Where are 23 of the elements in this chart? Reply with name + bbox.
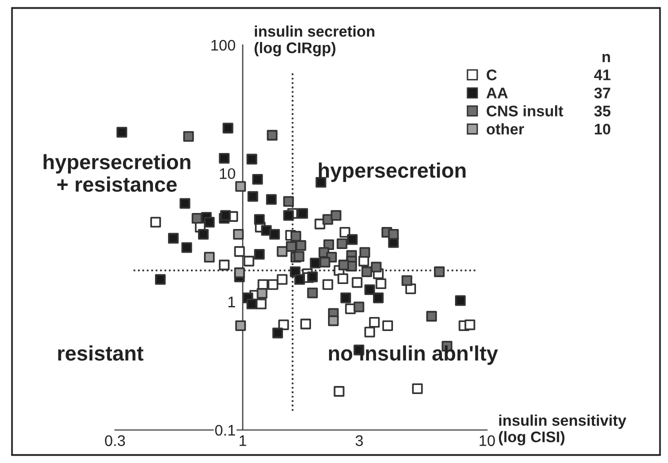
- x-tick-label: 1: [240, 435, 246, 446]
- y-tick-label: 0.1: [215, 424, 236, 436]
- annotation: resistant: [58, 345, 144, 361]
- legend-label: other: [486, 123, 524, 135]
- x-tick-label: 10: [480, 435, 495, 446]
- x-tick-label: 3: [356, 435, 363, 446]
- y-tick-label: 10: [220, 168, 236, 180]
- legend-label: AA: [486, 88, 508, 98]
- legend-title: n: [602, 54, 610, 62]
- y-tick-label: 1: [228, 296, 236, 308]
- text: 35: [594, 106, 610, 116]
- y-axis-title: insulin secretion (log CIRgp): [254, 26, 374, 56]
- annotation: hypersecretion + resistance: [44, 154, 190, 192]
- annotation: hypersecretion: [318, 162, 466, 182]
- legend-label: C: [486, 70, 497, 80]
- text: 10: [594, 124, 610, 135]
- x-axis-title: insulin sensitivity (log CISI): [498, 414, 626, 446]
- text: 41: [594, 70, 610, 80]
- legend-label: CNS insult: [486, 105, 564, 116]
- x-tick-label: 0.3: [104, 435, 125, 446]
- text: 37: [594, 88, 610, 98]
- y-tick-label: 100: [211, 40, 236, 51]
- annotation: no insulin abn'lty: [328, 345, 498, 365]
